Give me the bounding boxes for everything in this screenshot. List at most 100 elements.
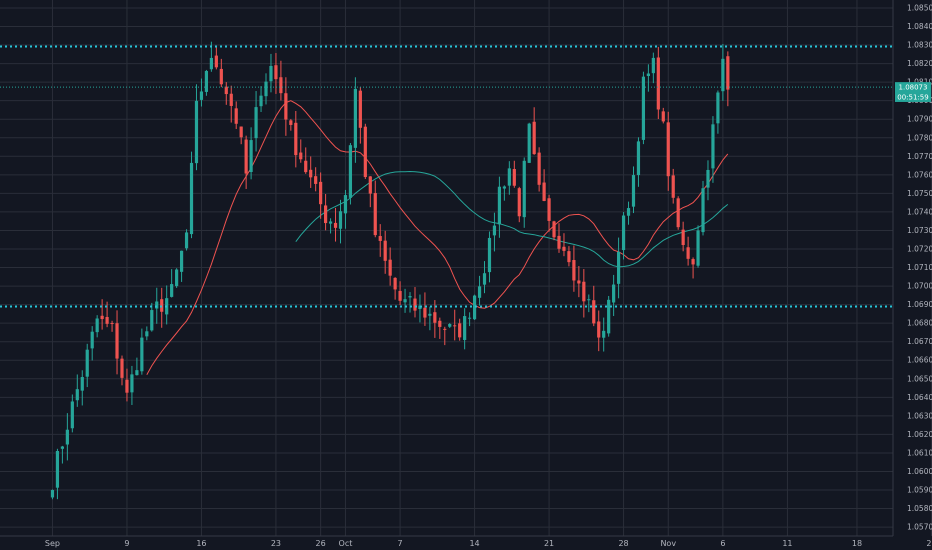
price-tick-label: 1.06200	[907, 430, 932, 439]
candle	[487, 231, 492, 283]
candle	[135, 357, 139, 376]
candle	[577, 266, 581, 298]
price-tick-label: 1.08100	[907, 78, 932, 87]
candle	[522, 157, 526, 228]
price-tick-label: 1.05700	[907, 523, 932, 532]
candle	[552, 220, 556, 241]
candle	[373, 180, 377, 238]
candlestick-series	[50, 41, 730, 500]
candle	[438, 317, 442, 339]
candle	[150, 302, 154, 332]
price-tick-label: 1.06100	[907, 448, 932, 457]
price-badge	[895, 91, 931, 102]
candle	[179, 250, 184, 282]
candle	[527, 122, 531, 163]
candle	[184, 229, 189, 251]
time-tick-label: 11	[782, 539, 792, 548]
candle	[224, 82, 228, 105]
candle	[60, 445, 64, 464]
candle	[706, 160, 710, 201]
candle	[547, 194, 551, 232]
candle	[274, 53, 278, 94]
candle	[686, 236, 690, 266]
candle	[115, 310, 119, 375]
candle	[353, 77, 357, 163]
candle	[602, 317, 606, 352]
candle	[517, 186, 521, 223]
price-tick-label: 1.06500	[907, 374, 932, 383]
price-axis[interactable]: 1.085001.084001.083001.082001.081001.080…	[907, 3, 932, 531]
candle	[477, 275, 482, 306]
time-tick-label: 23	[271, 539, 281, 548]
candle	[492, 212, 497, 252]
price-badge-label: 1.08073	[899, 84, 928, 92]
price-tick-label: 1.08200	[907, 59, 932, 68]
candle	[383, 230, 387, 274]
candle	[597, 310, 601, 352]
price-tick-label: 1.06700	[907, 337, 932, 346]
time-tick-label: 21	[544, 539, 554, 548]
candle	[80, 370, 84, 406]
candle	[90, 326, 94, 361]
price-tick-label: 1.07900	[907, 115, 932, 124]
candle	[448, 323, 452, 329]
price-tick-label: 1.08500	[907, 3, 932, 12]
candle	[676, 196, 680, 230]
price-tick-label: 1.07800	[907, 133, 932, 142]
candle	[701, 180, 705, 236]
candle	[125, 368, 129, 402]
candle	[542, 169, 546, 202]
price-tick-label: 1.08400	[907, 22, 932, 31]
candle	[259, 86, 263, 113]
candle	[269, 53, 273, 93]
chart-grid	[0, 0, 932, 536]
candle	[299, 139, 303, 163]
price-tick-label: 1.06800	[907, 319, 932, 328]
candle	[562, 233, 566, 257]
candle	[408, 292, 412, 313]
candle	[130, 365, 134, 405]
candle	[70, 394, 74, 433]
candle	[50, 489, 55, 500]
candle	[428, 306, 432, 331]
candle	[145, 326, 149, 341]
candle	[75, 374, 79, 407]
candle	[309, 156, 313, 188]
candle	[239, 126, 243, 145]
price-tick-label: 1.07500	[907, 189, 932, 198]
time-tick-label: 9	[124, 539, 129, 548]
moving-average-lines	[146, 100, 729, 375]
time-axis[interactable]: Sep 9 16 23 26 Oct 7 14 21 28 Nov 6 11 18 25	[45, 539, 932, 548]
candle	[289, 119, 293, 131]
candle	[175, 268, 179, 288]
candle	[472, 294, 477, 320]
moving-average-line	[146, 100, 729, 375]
candle	[229, 85, 233, 123]
candle	[468, 312, 472, 327]
candle	[651, 52, 655, 84]
time-tick-label: Sep	[45, 539, 60, 548]
candle	[110, 320, 114, 332]
price-tick-label: 1.07400	[907, 207, 932, 216]
candle	[328, 218, 333, 234]
candle	[607, 295, 611, 337]
price-badge	[895, 82, 931, 93]
candle	[95, 315, 99, 338]
candle	[612, 274, 616, 317]
time-tick-label: 25	[926, 539, 932, 548]
candle	[279, 60, 283, 101]
candle	[621, 212, 626, 260]
price-tick-label: 1.06000	[907, 467, 932, 476]
candle	[497, 176, 502, 238]
candle	[721, 43, 725, 101]
price-tick-label: 1.08300	[907, 41, 932, 50]
time-tick-label: Nov	[660, 539, 676, 548]
candle	[319, 172, 323, 219]
candle	[443, 326, 447, 346]
candle	[378, 224, 382, 257]
candle	[567, 246, 571, 267]
price-badge-label: 00:51:59	[897, 93, 928, 101]
candle	[120, 355, 124, 386]
